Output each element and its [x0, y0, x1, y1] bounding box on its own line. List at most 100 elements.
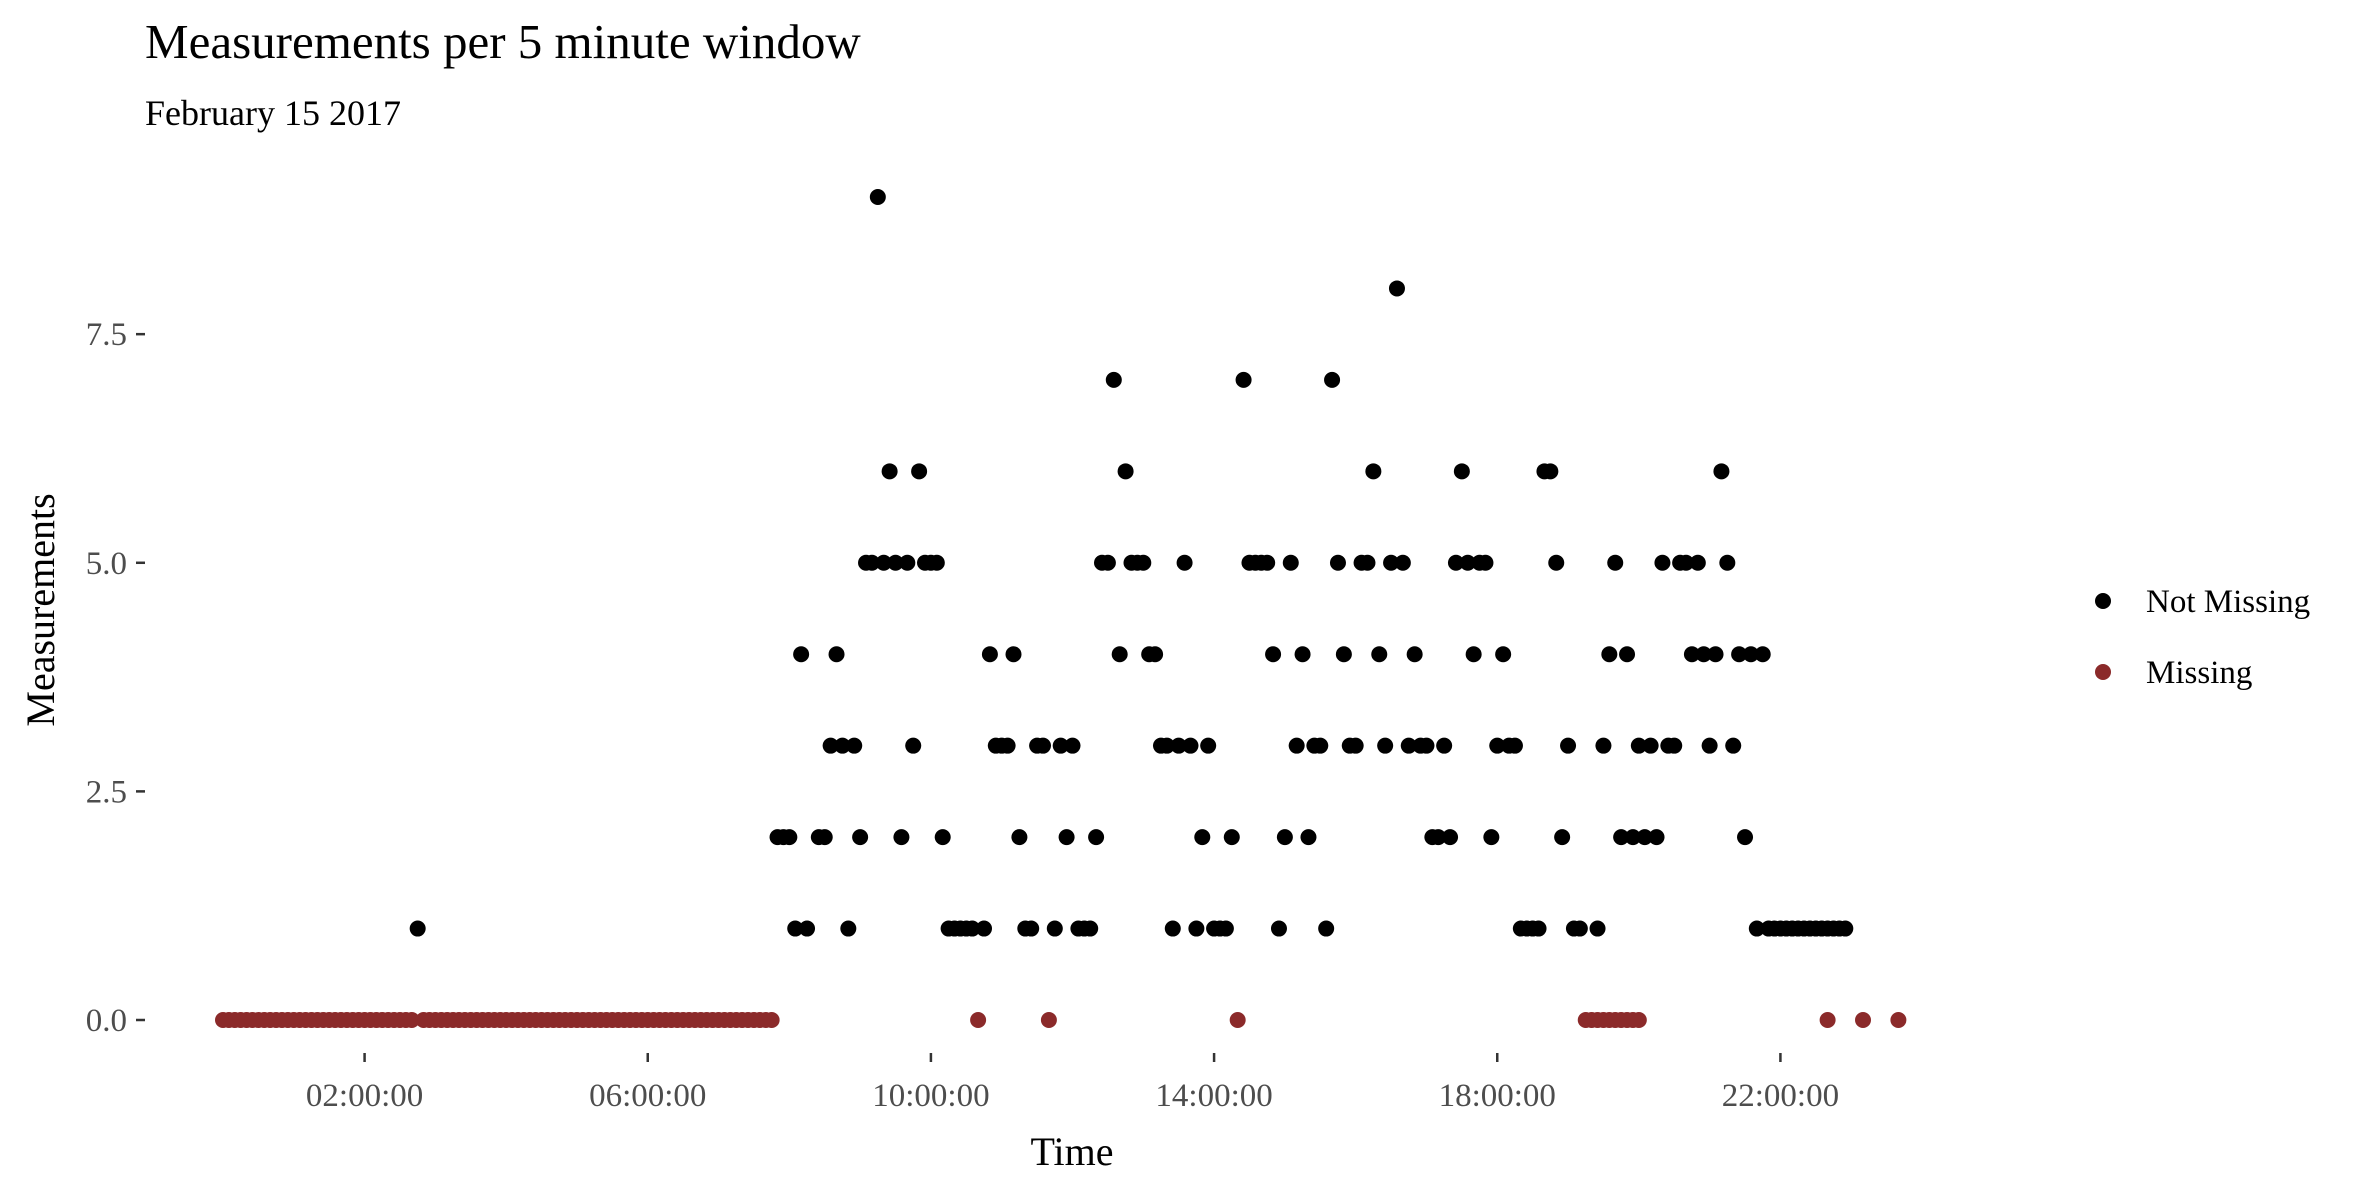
data-point [1388, 280, 1405, 297]
data-point [1607, 554, 1624, 571]
data-point [816, 829, 833, 846]
data-point [1837, 920, 1854, 937]
data-point [899, 554, 916, 571]
data-point [1447, 554, 1464, 571]
data-point [875, 554, 892, 571]
data-point [1276, 829, 1293, 846]
data-point [846, 737, 863, 754]
chart-subtitle: February 15 2017 [145, 93, 401, 133]
data-point [822, 737, 839, 754]
data-point [1654, 554, 1671, 571]
data-point [1630, 737, 1647, 754]
data-point [1229, 1012, 1246, 1028]
data-point [887, 554, 904, 571]
data-point [840, 920, 857, 937]
data-point [869, 189, 886, 205]
data-point [1052, 737, 1069, 754]
data-point [763, 1012, 780, 1028]
data-point [781, 829, 798, 846]
data-point [1589, 920, 1606, 937]
data-point [1377, 737, 1394, 754]
data-point [1678, 554, 1695, 571]
data-point [1040, 1012, 1057, 1028]
series-not-missing [409, 189, 1854, 937]
data-point [1695, 646, 1712, 663]
data-point [1436, 737, 1453, 754]
data-point [1601, 646, 1618, 663]
data-point [1188, 920, 1205, 937]
data-point [1430, 829, 1447, 846]
plot-points [215, 189, 1907, 1028]
legend: Not Missing Missing [2095, 584, 2310, 691]
data-point [1318, 920, 1335, 937]
data-point [1400, 737, 1417, 754]
data-point [1689, 554, 1706, 571]
legend-label-not-missing: Not Missing [2146, 584, 2310, 620]
data-point [1406, 646, 1423, 663]
data-point [1064, 737, 1081, 754]
data-point [1648, 829, 1665, 846]
data-point [1619, 646, 1636, 663]
data-point [1819, 1012, 1836, 1028]
legend-label-missing: Missing [2146, 655, 2252, 691]
data-point [1158, 737, 1175, 754]
data-point [1630, 1012, 1647, 1028]
data-point [1135, 554, 1152, 571]
data-point [1459, 554, 1476, 571]
data-point [893, 829, 910, 846]
data-point [1465, 646, 1482, 663]
legend-marker-not-missing [2095, 593, 2111, 609]
y-tick-label: 0.0 [86, 1003, 127, 1039]
data-point [881, 463, 898, 480]
data-point [1683, 646, 1700, 663]
x-tick-label: 10:00:00 [872, 1078, 989, 1114]
data-point [1235, 371, 1252, 388]
data-point [1217, 920, 1234, 937]
x-tick-label: 22:00:00 [1722, 1078, 1839, 1114]
data-point [1365, 463, 1382, 480]
data-point [852, 829, 869, 846]
data-point [1394, 554, 1411, 571]
data-point [1560, 737, 1577, 754]
data-point [1701, 737, 1718, 754]
data-point [828, 646, 845, 663]
data-point [1595, 737, 1612, 754]
data-point [787, 920, 804, 937]
data-point [1223, 829, 1240, 846]
data-point [1707, 646, 1724, 663]
y-axis: 0.0 2.5 5.0 7.5 [86, 317, 145, 1039]
data-point [1483, 829, 1500, 846]
data-point [1082, 920, 1099, 937]
data-point [1023, 920, 1040, 937]
data-point [1194, 829, 1211, 846]
data-point [1200, 737, 1217, 754]
data-point [1754, 646, 1771, 663]
data-point [1418, 737, 1435, 754]
data-point [928, 554, 945, 571]
data-point [1383, 554, 1400, 571]
data-point [1359, 554, 1376, 571]
data-point [1035, 737, 1052, 754]
data-point [1489, 737, 1506, 754]
data-point [1890, 1012, 1907, 1028]
data-point [934, 829, 951, 846]
data-point [1495, 646, 1512, 663]
data-point [1182, 737, 1199, 754]
data-point [1105, 371, 1122, 388]
chart-title: Measurements per 5 minute window [145, 14, 861, 69]
data-point [409, 920, 426, 937]
data-point [1571, 920, 1588, 937]
data-point [1636, 829, 1653, 846]
data-point [1666, 737, 1683, 754]
y-axis-title: Measurements [18, 493, 63, 726]
data-point [1725, 737, 1742, 754]
data-point [1624, 829, 1641, 846]
data-point [1300, 829, 1317, 846]
data-point [1170, 737, 1187, 754]
data-point [1477, 554, 1494, 571]
data-point [1329, 554, 1346, 571]
data-point [1442, 829, 1459, 846]
x-tick-label: 06:00:00 [589, 1078, 706, 1114]
data-point [1855, 1012, 1872, 1028]
